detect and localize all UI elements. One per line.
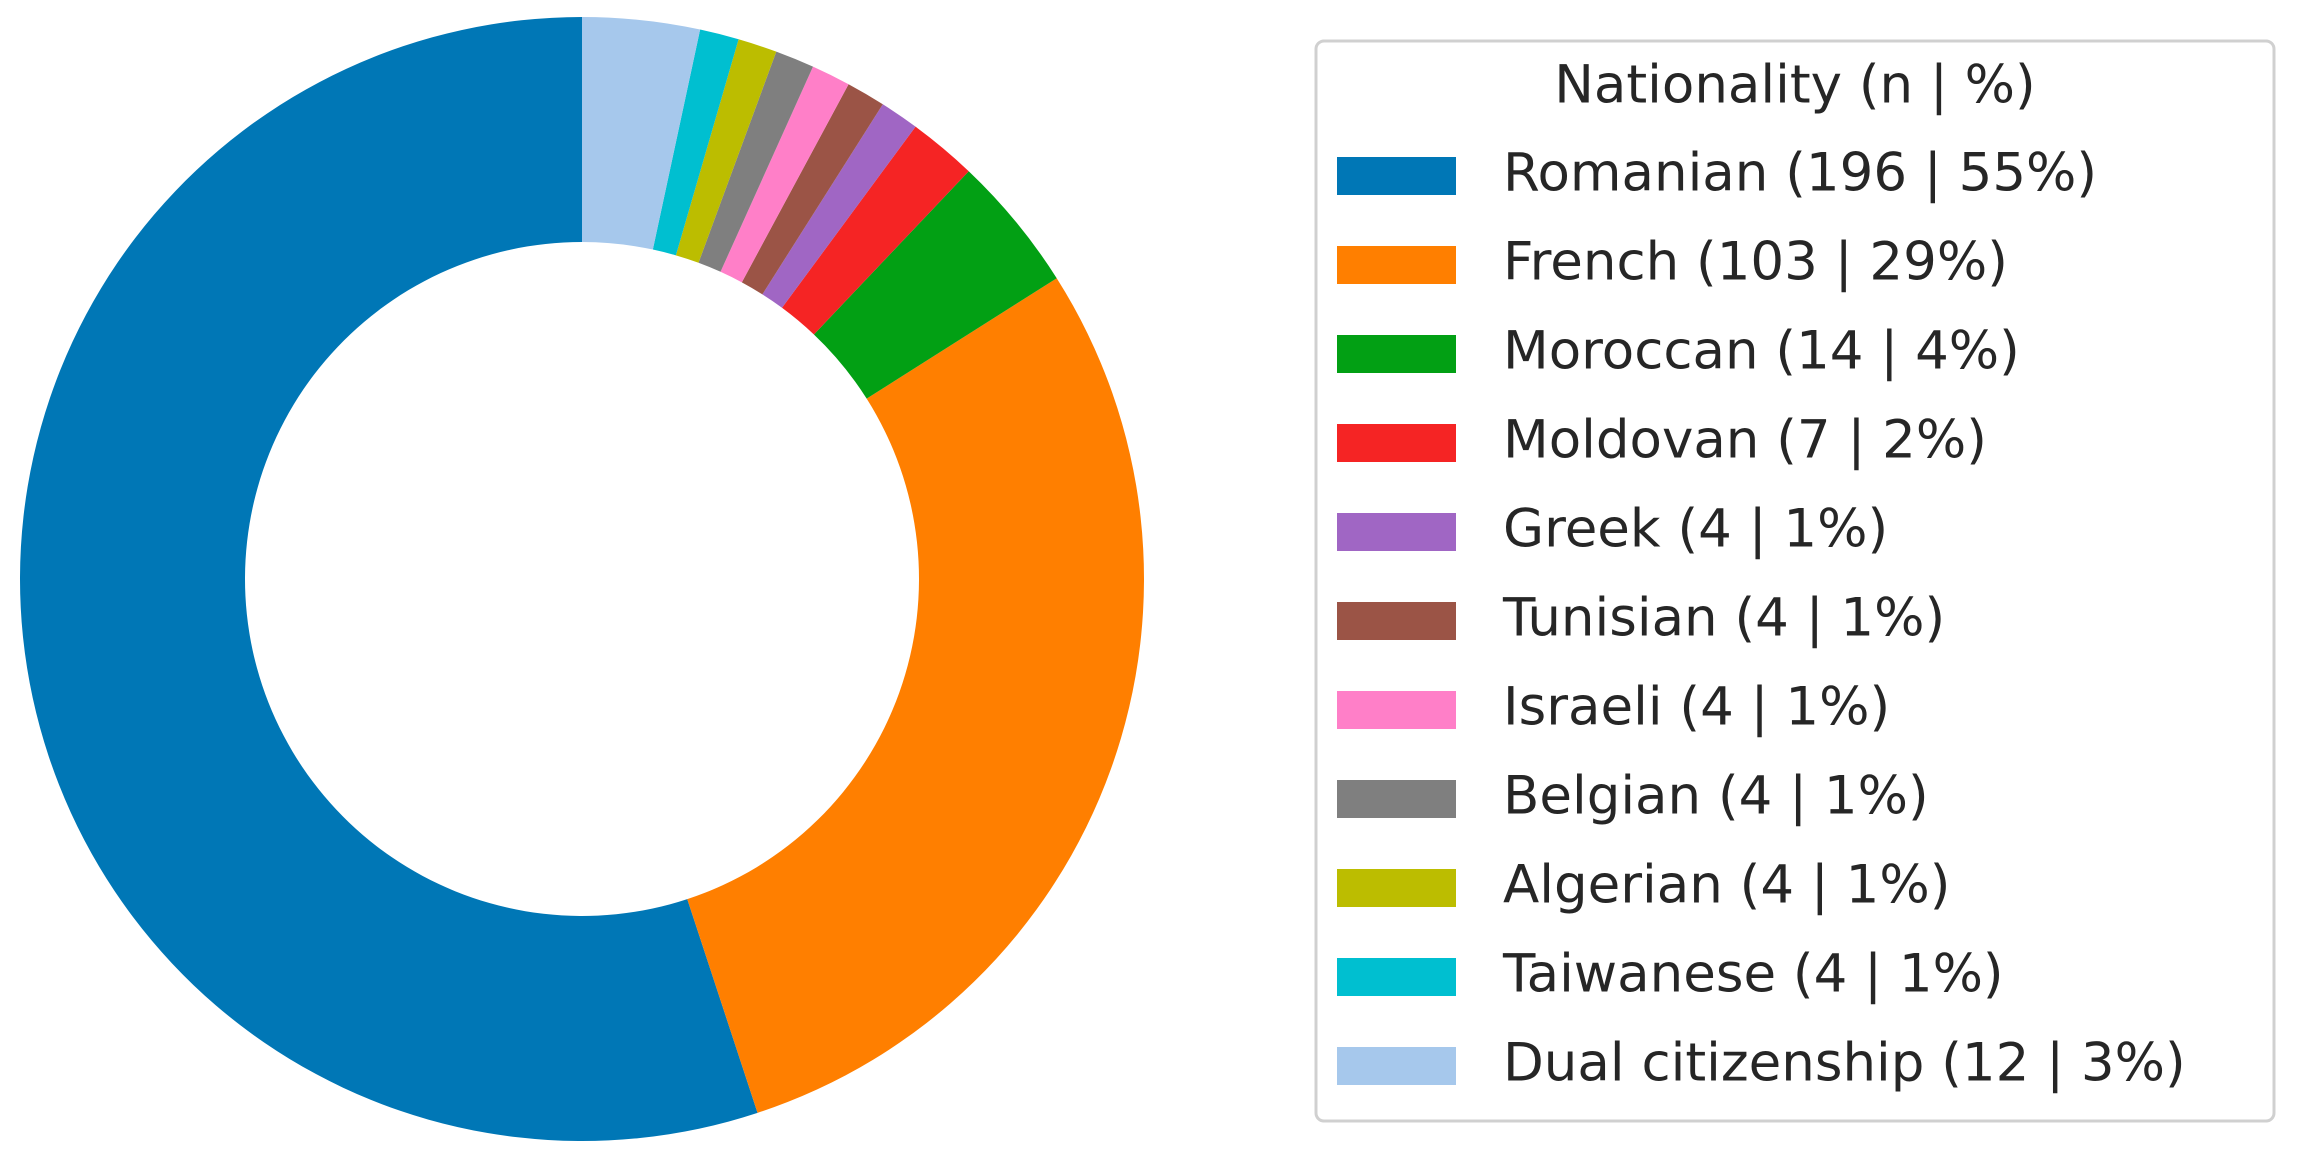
slice: [813, 171, 1057, 399]
legend-swatch: [1337, 958, 1456, 996]
slice: [687, 278, 1145, 1113]
legend-label: French (103 | 29%): [1503, 232, 2008, 293]
legend-label: Tunisian (4 | 1%): [1502, 588, 1945, 649]
legend-swatch: [1337, 780, 1456, 818]
legend-swatch: [1337, 157, 1456, 195]
slice: [698, 51, 813, 272]
slice: [675, 39, 777, 263]
legend-label: Israeli (4 | 1%): [1503, 677, 1890, 738]
legend-swatch: [1337, 691, 1456, 729]
legend-swatch: [1337, 869, 1456, 907]
legend-swatch: [1337, 335, 1456, 373]
legend-label: Dual citizenship (12 | 3%): [1503, 1033, 2186, 1094]
legend-swatch: [1337, 246, 1456, 284]
legend-swatch: [1337, 513, 1456, 551]
legend-label: Taiwanese (4 | 1%): [1502, 944, 2004, 1005]
legend-swatch: [1337, 602, 1456, 640]
slice: [20, 17, 758, 1141]
legend-swatch: [1337, 424, 1456, 462]
slice: [762, 104, 916, 308]
legend-swatch: [1337, 1047, 1456, 1085]
legend-label: Belgian (4 | 1%): [1503, 766, 1929, 827]
legend-label: Moldovan (7 | 2%): [1503, 410, 1987, 471]
slice: [782, 126, 969, 335]
slice: [652, 29, 739, 256]
slice: [741, 84, 883, 295]
legend-box: [1314, 39, 2276, 1123]
legend-title: Nationality (n | %): [1554, 55, 2035, 116]
legend-label: Moroccan (14 | 4%): [1503, 321, 2020, 382]
slice: [720, 66, 849, 283]
legend-label: Greek (4 | 1%): [1503, 499, 1888, 560]
legend-label: Algerian (4 | 1%): [1503, 855, 1950, 916]
legend-label: Romanian (196 | 55%): [1503, 143, 2097, 204]
slice: [582, 17, 701, 250]
